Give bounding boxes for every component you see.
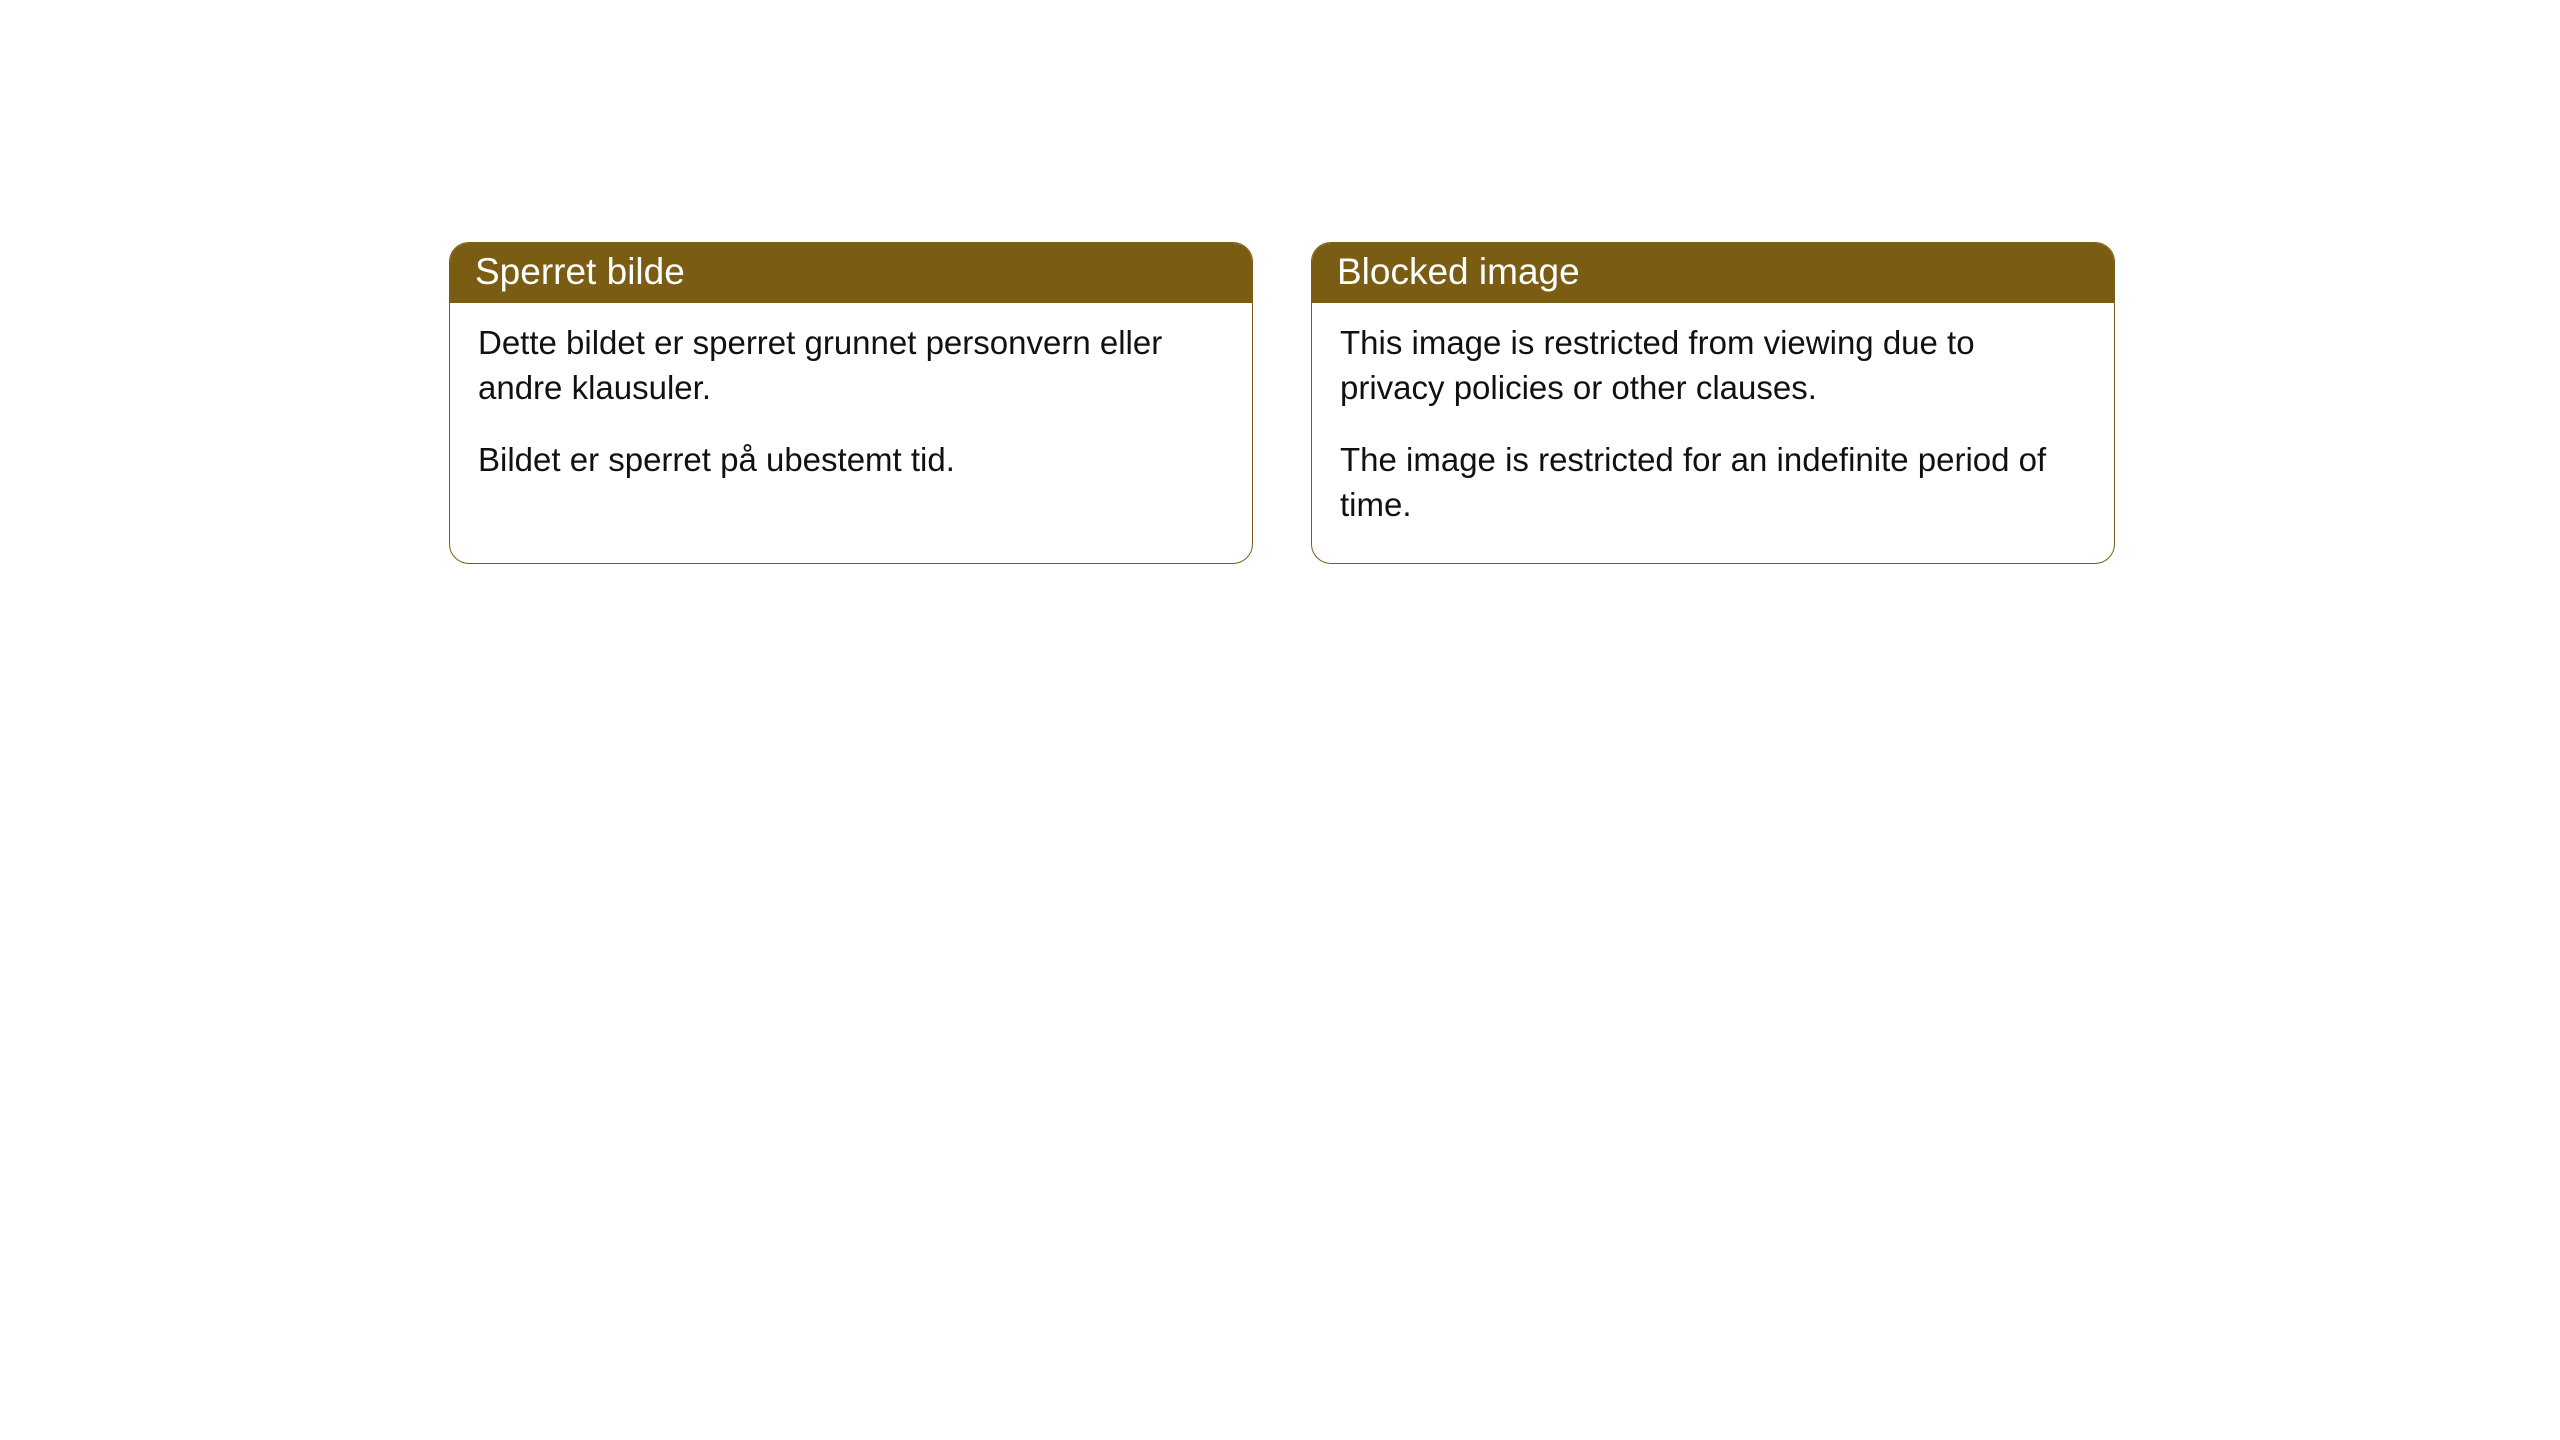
notice-body: Dette bildet er sperret grunnet personve… [450,303,1252,519]
notice-paragraph: This image is restricted from viewing du… [1340,321,2086,410]
notice-body: This image is restricted from viewing du… [1312,303,2114,563]
notice-paragraph: The image is restricted for an indefinit… [1340,438,2086,527]
notice-card-english: Blocked image This image is restricted f… [1311,242,2115,564]
notice-container: Sperret bilde Dette bildet er sperret gr… [449,242,2115,564]
notice-card-norwegian: Sperret bilde Dette bildet er sperret gr… [449,242,1253,564]
notice-paragraph: Dette bildet er sperret grunnet personve… [478,321,1224,410]
notice-header: Blocked image [1312,243,2114,303]
notice-paragraph: Bildet er sperret på ubestemt tid. [478,438,1224,483]
notice-header: Sperret bilde [450,243,1252,303]
